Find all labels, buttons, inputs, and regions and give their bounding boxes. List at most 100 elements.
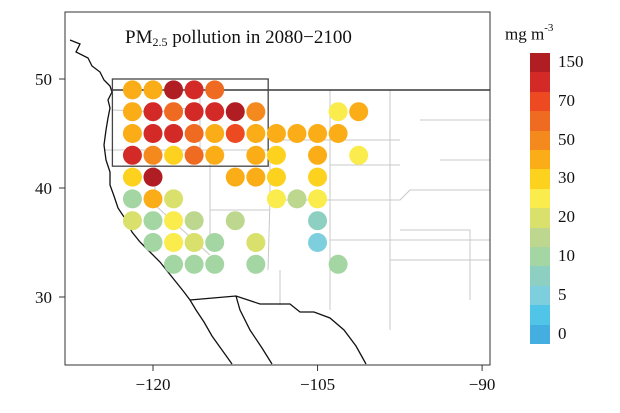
colorbar-label: 150	[558, 52, 584, 71]
colorbar-bin	[530, 169, 550, 190]
pollution-dots	[122, 80, 369, 274]
pollution-dot	[164, 145, 184, 165]
pollution-dot	[184, 102, 204, 122]
colorbar-bin	[530, 72, 550, 93]
pollution-dot	[143, 233, 163, 252]
pollution-dot	[246, 102, 266, 122]
colorbar-label: 20	[558, 207, 575, 227]
colorbar-bin	[530, 111, 550, 132]
pollution-dot	[205, 254, 225, 274]
pollution-dot	[164, 124, 184, 143]
pollution-dot	[328, 124, 348, 143]
y-tick-label: 30	[35, 288, 52, 307]
pollution-dot	[143, 211, 163, 231]
y-tick-label: 50	[35, 70, 52, 89]
pollution-dot	[246, 124, 266, 143]
pollution-dot	[143, 145, 163, 165]
pollution-dot	[184, 254, 204, 274]
pollution-dot	[308, 189, 328, 209]
colorbar-bin	[530, 247, 550, 267]
colorbar-label: 30	[558, 168, 575, 188]
pollution-dot	[122, 189, 142, 209]
pollution-dot	[287, 124, 307, 143]
pollution-dot	[308, 211, 328, 231]
x-tick-label: −90	[469, 375, 496, 394]
colorbar-label: 50	[558, 129, 575, 149]
pollution-dot	[205, 145, 225, 165]
pollution-dot	[164, 211, 184, 231]
pollution-dot	[349, 102, 369, 122]
y-tick-label: 40	[35, 179, 52, 198]
pollution-dot	[143, 124, 163, 143]
pollution-dot	[205, 233, 225, 252]
pollution-dot	[225, 124, 245, 143]
pollution-dot	[184, 145, 204, 165]
colorbar-label: 0	[558, 323, 567, 343]
pollution-dot	[184, 80, 204, 100]
pollution-dot	[143, 80, 163, 100]
pollution-dot	[205, 102, 225, 122]
axis-ticks: −120 −105 −90 30 40 50	[35, 70, 495, 394]
x-tick-label: −120	[135, 375, 170, 394]
colorbar-bin	[530, 266, 550, 287]
pollution-dot	[349, 145, 369, 165]
colorbar-label: 10	[558, 246, 575, 265]
pollution-dot	[246, 167, 266, 187]
pollution-dot	[266, 124, 286, 143]
pollution-dot	[266, 145, 286, 165]
pollution-dot	[266, 167, 286, 187]
pollution-dot	[164, 102, 184, 122]
pollution-dot	[122, 145, 142, 165]
pollution-dot	[122, 167, 142, 187]
pollution-dot	[246, 233, 266, 252]
pollution-dot	[122, 124, 142, 143]
pollution-dot	[205, 80, 225, 100]
pollution-dot	[164, 80, 184, 100]
pollution-dot	[225, 102, 245, 122]
pollution-dot	[164, 254, 184, 274]
colorbar-bin	[530, 53, 550, 73]
pollution-dot	[225, 167, 245, 187]
pollution-dot	[308, 124, 328, 143]
pollution-dot	[143, 102, 163, 122]
state-borders	[105, 90, 490, 330]
pollution-dot	[184, 233, 204, 252]
colorbar-label: 5	[558, 284, 567, 304]
pollution-dot	[122, 102, 142, 122]
pollution-dot	[308, 145, 328, 165]
colorbar-label: 70	[558, 90, 575, 110]
plot-frame	[64, 11, 491, 366]
pollution-dot	[246, 254, 266, 274]
colorbar-bin	[530, 188, 550, 209]
colorbar-bin	[530, 130, 550, 151]
pollution-dot	[143, 189, 163, 209]
pollution-dot	[328, 254, 348, 274]
pollution-dot	[308, 233, 328, 252]
pollution-dot	[184, 124, 204, 143]
colorbar-bin	[530, 227, 550, 248]
highlight-box	[111, 78, 269, 167]
pollution-dot	[308, 167, 328, 187]
pollution-dot	[164, 233, 184, 252]
x-tick-label: −105	[300, 375, 335, 394]
pollution-dot	[122, 211, 142, 231]
colorbar-bin	[530, 150, 550, 170]
colorbar-bin	[530, 91, 550, 112]
pollution-dot	[287, 189, 307, 209]
pollution-dot	[246, 145, 266, 165]
pollution-dot	[328, 102, 348, 122]
pollution-dot	[122, 80, 142, 100]
colorbar-bin	[530, 208, 550, 229]
pollution-dot	[143, 167, 163, 187]
pollution-dot	[266, 189, 286, 209]
colorbar-bin	[530, 305, 550, 326]
legend-title: mg m-3	[505, 22, 554, 44]
pollution-dot	[205, 124, 225, 143]
pollution-dot	[225, 211, 245, 231]
map-title: PM2.5 pollution in 2080−2100	[125, 27, 352, 49]
colorbar-bin	[530, 324, 550, 345]
pollution-dot	[164, 189, 184, 209]
colorbar-bin	[530, 285, 550, 306]
pollution-dot	[184, 211, 204, 231]
